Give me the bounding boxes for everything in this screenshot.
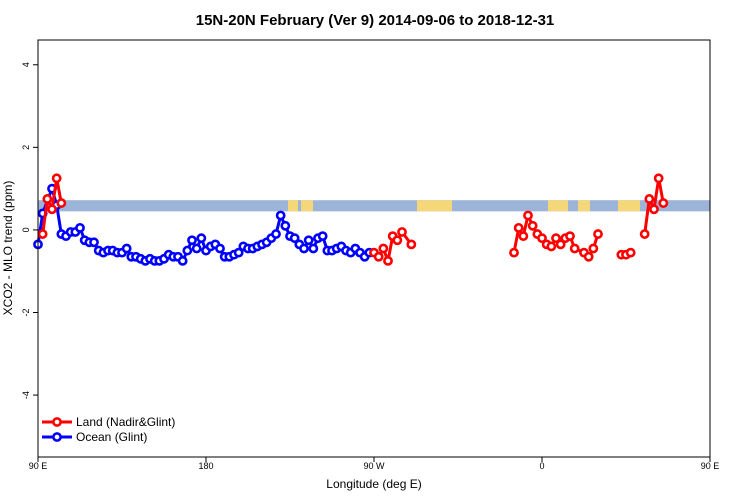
y-axis: -4 -2 0 2 4	[21, 62, 38, 399]
data-point	[233, 247, 244, 258]
data-point	[289, 233, 300, 244]
data-point	[308, 243, 319, 254]
data-point	[639, 229, 650, 239]
land-patch	[301, 200, 313, 212]
data-point	[537, 233, 547, 244]
series-0	[37, 173, 669, 266]
data-point	[191, 243, 202, 254]
data-point	[121, 243, 132, 254]
y-tick-label: -2	[21, 308, 31, 316]
data-point	[75, 222, 85, 233]
data-point	[373, 251, 384, 262]
data-point	[509, 247, 519, 258]
y-tick-label: 0	[21, 227, 31, 232]
ocean-band	[38, 200, 710, 212]
x-tick-label: 90 W	[363, 461, 385, 471]
y-axis-label: XCO2 - MLO trend (ppm)	[1, 181, 15, 316]
x-axis: 90 E 180 90 W 0 90 E	[29, 457, 720, 471]
data-point	[56, 198, 67, 208]
data-point	[280, 220, 291, 231]
data-point	[317, 231, 328, 242]
data-point	[37, 229, 48, 239]
chart-title: 15N-20N February (Ver 9) 2014-09-06 to 2…	[196, 12, 555, 29]
data-point	[583, 251, 594, 262]
series-layer	[33, 173, 669, 266]
data-point	[89, 237, 99, 248]
data-point	[518, 231, 529, 242]
land-patch	[288, 200, 298, 212]
data-point	[523, 210, 533, 221]
data-point	[406, 239, 417, 250]
data-point	[658, 198, 669, 208]
data-point	[299, 243, 309, 254]
x-axis-label: Longitude (deg E)	[326, 477, 421, 491]
y-tick-label: 2	[21, 145, 31, 150]
y-tick-label: -4	[21, 391, 31, 399]
land-patch	[578, 200, 590, 212]
data-point	[187, 235, 197, 246]
data-point	[588, 243, 599, 254]
land-patch	[618, 200, 640, 212]
data-point	[51, 173, 62, 184]
data-point	[625, 247, 636, 258]
y-tick-label: 4	[21, 62, 31, 67]
data-point	[513, 222, 524, 233]
data-point	[215, 243, 225, 254]
data-point	[47, 204, 57, 215]
x-tick-label: 0	[539, 461, 544, 471]
data-point	[593, 229, 603, 239]
x-tick-label: 90 E	[701, 461, 720, 471]
data-point	[551, 233, 561, 244]
data-point	[649, 204, 659, 215]
x-tick-label: 180	[198, 461, 213, 471]
data-point	[565, 231, 575, 242]
data-point	[271, 229, 281, 239]
legend-swatch-marker	[52, 417, 62, 427]
data-point	[383, 255, 393, 266]
data-point	[653, 173, 664, 184]
legend: Land (Nadir&Glint)Ocean (Glint)	[42, 415, 175, 444]
data-point	[397, 227, 407, 237]
data-point	[546, 241, 557, 252]
x-tick-label: 90 E	[29, 461, 48, 471]
data-point	[303, 235, 314, 246]
legend-swatch-marker	[52, 432, 62, 442]
data-point	[275, 210, 286, 221]
data-point	[644, 194, 655, 204]
data-point	[555, 239, 566, 250]
legend-label: Land (Nadir&Glint)	[76, 415, 175, 429]
land-ocean-band	[38, 200, 710, 212]
data-point	[42, 194, 53, 204]
data-point	[177, 255, 188, 266]
land-patch	[548, 200, 568, 212]
data-point	[378, 243, 389, 254]
data-point	[392, 235, 403, 246]
data-point	[527, 220, 538, 231]
land-patch	[417, 200, 452, 212]
series-1	[33, 183, 375, 266]
data-point	[182, 245, 193, 256]
legend-label: Ocean (Glint)	[76, 430, 147, 444]
data-point	[569, 243, 580, 254]
data-point	[196, 233, 207, 244]
